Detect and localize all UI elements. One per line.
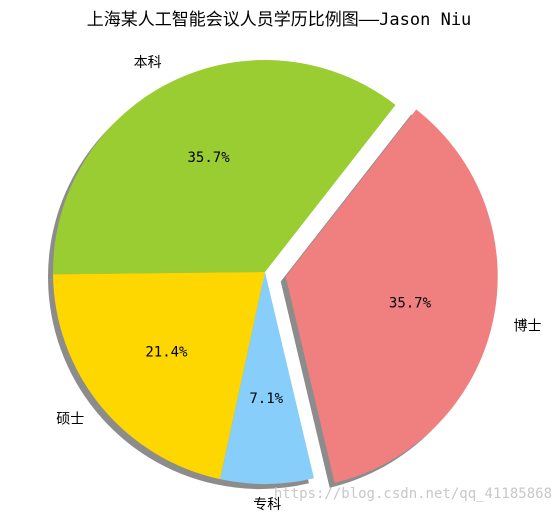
slice-label: 博士: [514, 317, 542, 334]
value-label: 7.1%: [249, 391, 283, 407]
chart-title: 上海某人工智能会议人员学历比例图——Jason Niu: [87, 10, 472, 30]
value-label: 35.7%: [389, 296, 432, 312]
watermark: https://blog.csdn.net/qq_41185868: [274, 486, 552, 502]
pie-slice: [285, 109, 498, 483]
slice-label: 硕士: [56, 411, 84, 427]
value-label: 35.7%: [188, 150, 231, 166]
pie-slice: [220, 272, 314, 484]
value-label: 21.4%: [145, 344, 188, 360]
slice-label: 本科: [134, 55, 162, 71]
pie-slice: [53, 272, 266, 480]
slice-label: 专科: [253, 497, 281, 513]
pie-slice: [53, 59, 396, 275]
